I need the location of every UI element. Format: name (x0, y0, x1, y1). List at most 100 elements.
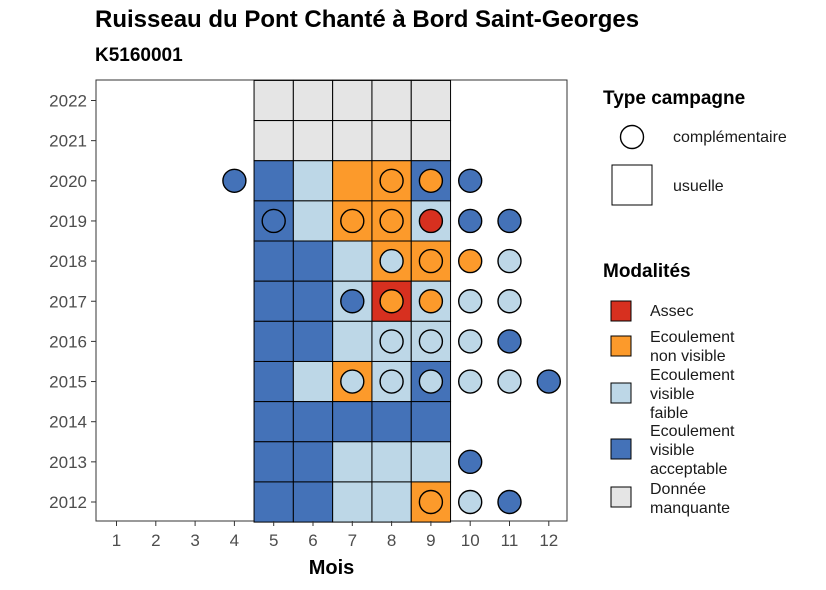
legend-label-assec: Assec (650, 303, 694, 320)
tile-usuelle (410, 401, 452, 443)
legend-label-usuelle: usuelle (673, 178, 724, 195)
y-tick-label: 2021 (49, 132, 87, 151)
tile-usuelle (253, 481, 294, 523)
tile-usuelle (332, 441, 373, 483)
tile-usuelle (253, 160, 294, 202)
tile-usuelle (292, 320, 334, 362)
tile-usuelle (292, 160, 334, 202)
point-complementaire (222, 168, 247, 194)
point-complementaire (458, 369, 483, 394)
legend-label-complementaire: complémentaire (673, 129, 787, 146)
tile-usuelle (332, 79, 373, 122)
tile-usuelle (253, 360, 294, 403)
tile-usuelle (292, 240, 334, 282)
tile-usuelle (410, 120, 452, 162)
y-tick-label: 2017 (49, 292, 87, 311)
x-tick-label: 12 (539, 531, 558, 550)
point-complementaire (497, 208, 522, 234)
point-complementaire (379, 329, 404, 354)
tile-usuelle (410, 79, 452, 122)
point-complementaire (458, 208, 483, 234)
x-tick-label: 6 (308, 531, 317, 550)
legend-key-usuelle (611, 164, 653, 206)
x-tick-label: 7 (348, 531, 357, 550)
point-complementaire (418, 168, 444, 194)
tile-usuelle (253, 320, 294, 362)
point-complementaire (497, 329, 522, 354)
tile-usuelle (253, 401, 294, 443)
x-tick-label: 9 (426, 531, 435, 550)
legend-label-manquante: Donnée manquante (650, 481, 731, 517)
point-complementaire (418, 329, 444, 354)
tile-usuelle (253, 240, 294, 282)
point-complementaire (458, 329, 483, 354)
tile-usuelle (371, 401, 412, 443)
tile-usuelle (332, 320, 373, 362)
point-complementaire (379, 248, 404, 274)
y-tick-label: 2022 (49, 92, 87, 111)
legend-key-faible (610, 382, 632, 404)
tile-usuelle (332, 481, 373, 523)
point-complementaire (458, 248, 483, 274)
point-complementaire (418, 248, 444, 274)
legend-key-assec (610, 300, 632, 322)
tile-usuelle (292, 280, 334, 322)
legend-label-nonvisible: Ecoulement non visible (650, 329, 735, 365)
y-tick-label: 2020 (49, 172, 87, 191)
legend-key-complementaire (619, 124, 645, 150)
tile-usuelle (292, 401, 334, 443)
point-complementaire (261, 208, 286, 234)
y-tick-label: 2018 (49, 252, 87, 271)
x-tick-label: 5 (269, 531, 278, 550)
tile-usuelle (292, 79, 334, 122)
tile-usuelle (292, 360, 334, 403)
point-complementaire (418, 489, 444, 515)
point-complementaire (418, 208, 444, 234)
tile-usuelle (253, 79, 294, 122)
point-complementaire (497, 248, 522, 274)
legend-label-acceptable: Ecoulement visible acceptable (650, 423, 735, 478)
tile-usuelle (332, 120, 373, 162)
tile-usuelle (332, 401, 373, 443)
legend-key-nonvisible (610, 335, 632, 357)
legend-label-faible: Ecoulement visible faible (650, 367, 735, 422)
legend-key-manquante (610, 486, 632, 508)
tile-usuelle (292, 481, 334, 523)
point-complementaire (497, 489, 522, 515)
legend-key-acceptable (610, 438, 632, 460)
point-complementaire (458, 168, 483, 194)
tile-usuelle (371, 79, 412, 122)
point-complementaire (340, 208, 365, 234)
y-tick-label: 2014 (49, 413, 87, 432)
x-tick-label: 3 (190, 531, 199, 550)
tile-usuelle (253, 120, 294, 162)
tile-usuelle (253, 280, 294, 322)
y-tick-label: 2013 (49, 453, 87, 472)
tile-usuelle (292, 200, 334, 242)
y-tick-label: 2016 (49, 332, 87, 351)
x-tick-label: 8 (387, 531, 396, 550)
point-complementaire (379, 289, 404, 314)
x-tick-label: 2 (151, 531, 160, 550)
point-complementaire (379, 208, 404, 234)
point-complementaire (497, 369, 522, 394)
x-tick-label: 4 (230, 531, 239, 550)
point-complementaire (458, 289, 483, 314)
tile-usuelle (332, 160, 373, 202)
tile-usuelle (371, 441, 412, 483)
point-complementaire (340, 369, 365, 394)
chart-subtitle: K5160001 (95, 45, 183, 66)
point-complementaire (536, 369, 561, 394)
x-tick-label: 11 (501, 531, 519, 550)
legend-type-title: Type campagne (603, 88, 746, 109)
x-tick-label: 1 (112, 531, 121, 550)
x-axis-title: Mois (309, 557, 355, 579)
y-tick-label: 2015 (49, 373, 87, 392)
tile-usuelle (410, 441, 452, 483)
point-complementaire (340, 289, 365, 314)
tile-usuelle (292, 120, 334, 162)
tile-usuelle (332, 240, 373, 282)
point-complementaire (497, 289, 522, 314)
tile-usuelle (371, 481, 412, 523)
